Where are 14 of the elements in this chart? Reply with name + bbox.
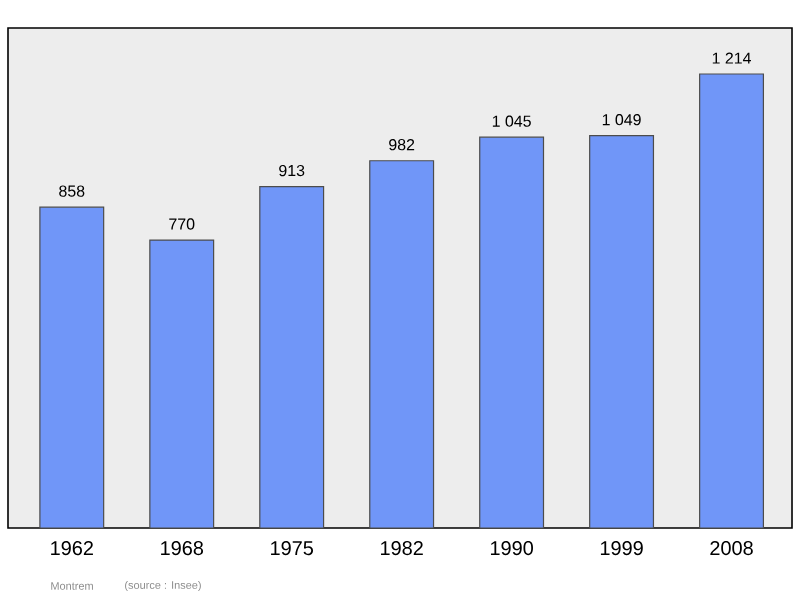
x-tick-label: 1999 — [600, 541, 643, 556]
bar — [149, 239, 215, 529]
x-tick-label: 1990 — [490, 541, 533, 556]
bar — [259, 185, 325, 529]
x-tick-label: 1962 — [51, 541, 93, 556]
bar — [39, 206, 105, 529]
bar — [479, 136, 545, 529]
x-tick-label: 2008 — [710, 541, 753, 556]
bar — [589, 135, 655, 529]
bar — [369, 160, 435, 529]
x-tick-label: 1968 — [161, 541, 204, 556]
x-tick-label: 1975 — [271, 541, 314, 556]
bar — [699, 73, 765, 529]
x-tick-label: 1982 — [381, 541, 423, 556]
